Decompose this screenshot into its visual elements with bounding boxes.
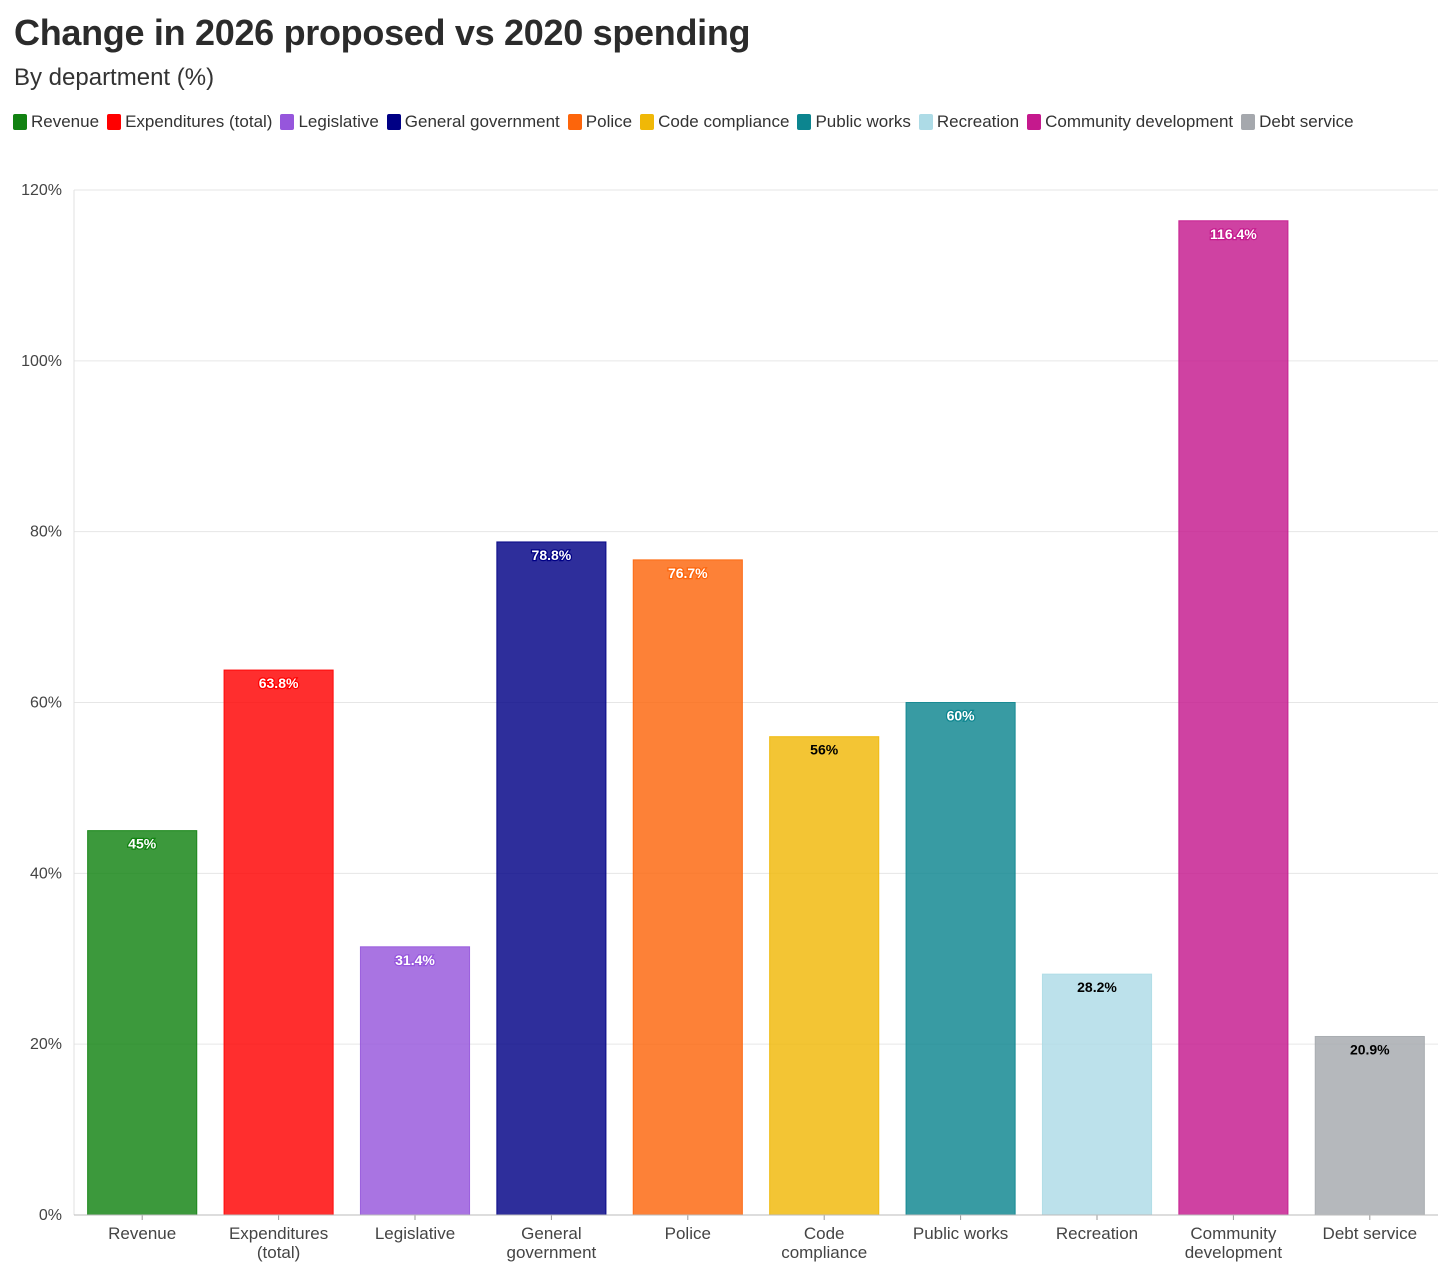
legend-swatch bbox=[567, 114, 582, 130]
legend-label: Expenditures (total) bbox=[125, 112, 273, 131]
legend-swatch bbox=[640, 114, 655, 130]
chart-title: Change in 2026 proposed vs 2020 spending bbox=[14, 12, 751, 53]
legend-label: Code compliance bbox=[658, 112, 790, 131]
x-tick-label: Expenditures (total) bbox=[229, 1224, 328, 1262]
x-tick-label: Legislative bbox=[375, 1224, 455, 1243]
legend-label: Revenue bbox=[31, 112, 100, 131]
data-label: 20.9% bbox=[1350, 1041, 1390, 1057]
data-label: 45% bbox=[128, 836, 157, 852]
bar bbox=[359, 946, 471, 1216]
legend-label: Community development bbox=[1045, 112, 1234, 131]
legend-swatch bbox=[386, 114, 401, 130]
y-tick-label: 40% bbox=[30, 865, 62, 882]
data-label: 63.8% bbox=[259, 675, 299, 691]
legend-label: Police bbox=[585, 112, 633, 131]
data-label: 31.4% bbox=[395, 952, 435, 968]
data-label: 76.7% bbox=[668, 565, 708, 581]
x-tick-label: Code compliance bbox=[781, 1224, 867, 1262]
legend-swatch bbox=[1027, 114, 1042, 130]
legend-item[interactable]: Public works bbox=[797, 112, 911, 131]
bar bbox=[87, 830, 198, 1216]
legend-item[interactable]: Expenditures (total) bbox=[107, 112, 273, 131]
chart-subtitle: By department (%) bbox=[14, 64, 215, 91]
legend-item[interactable]: Code compliance bbox=[640, 112, 790, 131]
bar bbox=[1314, 1035, 1425, 1216]
bar bbox=[223, 669, 334, 1216]
x-tick-label: Police bbox=[665, 1224, 711, 1243]
x-tick-label: Revenue bbox=[108, 1224, 176, 1243]
y-tick-label: 60% bbox=[30, 695, 62, 712]
legend-item[interactable]: Legislative bbox=[280, 112, 379, 131]
bar bbox=[632, 559, 743, 1216]
x-tick-label: General government bbox=[507, 1224, 597, 1262]
legend-swatch bbox=[1241, 114, 1256, 130]
y-tick-label: 0% bbox=[39, 1207, 62, 1224]
y-tick-label: 80% bbox=[30, 524, 62, 541]
data-label: 78.8% bbox=[532, 547, 572, 563]
data-label: 56% bbox=[810, 742, 839, 758]
bar bbox=[769, 736, 880, 1216]
bar bbox=[1041, 973, 1153, 1216]
legend-item[interactable]: Recreation bbox=[918, 112, 1020, 131]
legend-swatch bbox=[13, 114, 27, 130]
y-tick-label: 100% bbox=[21, 353, 62, 370]
legend-label: Debt service bbox=[1259, 112, 1354, 131]
bar bbox=[1178, 220, 1289, 1216]
legend-item[interactable]: Police bbox=[567, 112, 633, 131]
x-tick-label: Public works bbox=[913, 1224, 1008, 1243]
x-tick-label: Recreation bbox=[1056, 1224, 1138, 1243]
legend-item[interactable]: General government bbox=[386, 112, 560, 131]
data-label: 116.4% bbox=[1210, 226, 1257, 242]
bar bbox=[496, 541, 607, 1216]
legend-label: Recreation bbox=[936, 112, 1020, 131]
y-tick-label: 120% bbox=[21, 182, 62, 199]
data-label: 60% bbox=[947, 708, 976, 724]
legend-swatch bbox=[797, 114, 812, 130]
legend-item[interactable]: Revenue bbox=[13, 112, 100, 131]
legend-label: Legislative bbox=[298, 112, 379, 131]
legend-swatch bbox=[918, 114, 933, 130]
legend-label: General government bbox=[404, 112, 560, 131]
chart-legend: Revenue Expenditures (total) Legislative Ge… bbox=[13, 112, 1423, 131]
bar bbox=[905, 702, 1016, 1216]
legend-label: Public works bbox=[815, 112, 911, 131]
legend-swatch bbox=[280, 114, 295, 130]
x-tick-label: Community development bbox=[1185, 1224, 1283, 1262]
x-tick-label: Debt service bbox=[1323, 1224, 1417, 1243]
legend-item[interactable]: Debt service bbox=[1241, 112, 1354, 131]
data-label: 28.2% bbox=[1077, 979, 1117, 995]
legend-item[interactable]: Community development bbox=[1027, 112, 1234, 131]
legend-swatch bbox=[107, 114, 122, 130]
y-tick-label: 20% bbox=[30, 1036, 62, 1053]
